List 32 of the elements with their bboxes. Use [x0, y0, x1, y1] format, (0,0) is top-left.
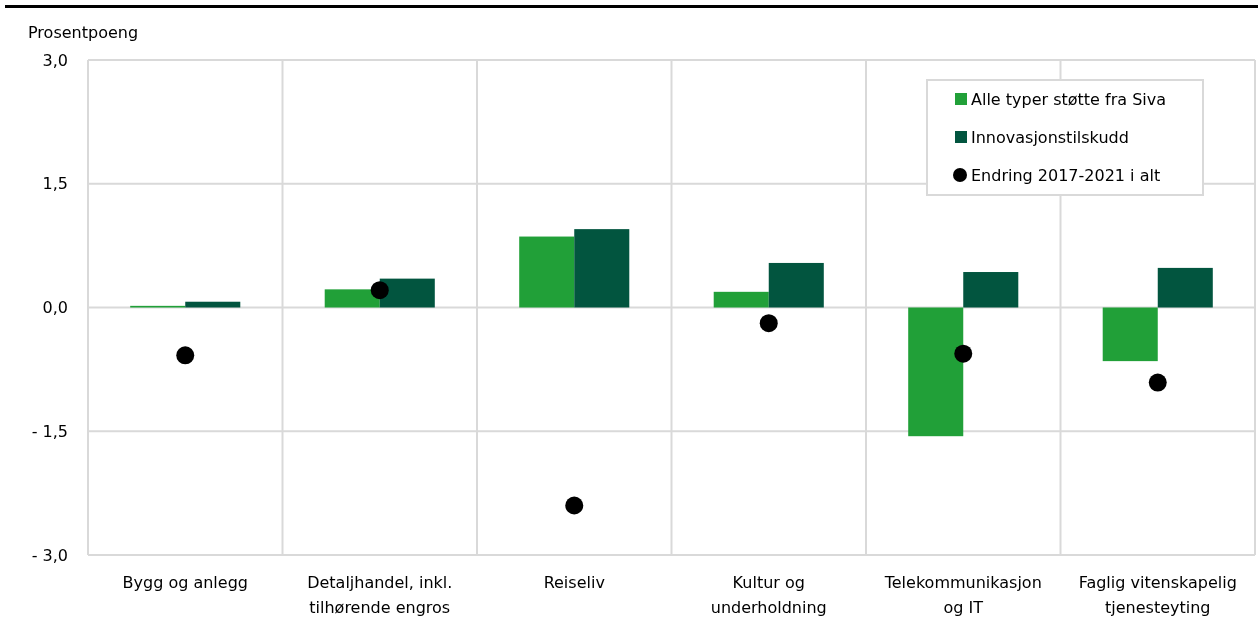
bar — [713, 291, 769, 308]
point — [176, 346, 195, 365]
bar — [1102, 307, 1158, 362]
y-axis-title: Prosentpoeng — [28, 23, 139, 42]
bar — [1157, 267, 1213, 308]
bar — [185, 301, 241, 308]
x-tick-label: Detaljhandel, inkl. tilhørende engros — [307, 573, 453, 617]
point — [370, 281, 389, 300]
bar — [574, 229, 630, 308]
y-tick-label: - 3,0 — [31, 545, 68, 565]
x-tick-label: Faglig vitenskapelig tjenesteyting — [1078, 573, 1237, 617]
bar — [963, 272, 1019, 308]
y-tick-label: - 1,5 — [31, 421, 68, 441]
bar — [908, 307, 964, 437]
bar — [519, 236, 575, 308]
point — [1148, 373, 1167, 392]
bar — [379, 278, 435, 308]
x-tick-label: Bygg og anlegg — [122, 573, 248, 592]
x-tick-label: Reiseliv — [543, 573, 605, 592]
x-tick-label: Kultur og underholdning — [710, 573, 827, 617]
x-tick-label: Telekommunikasjon og IT — [883, 573, 1042, 617]
legend-label: Alle typer støtte fra Siva — [971, 89, 1167, 109]
point — [759, 314, 778, 333]
bar — [324, 289, 380, 308]
y-tick-label: 0,0 — [42, 298, 68, 317]
y-tick-label: 3,0 — [42, 50, 68, 70]
bar — [768, 262, 824, 308]
point — [954, 344, 973, 363]
legend-label: Endring 2017-2021 i alt — [971, 165, 1161, 185]
point — [565, 496, 584, 515]
y-tick-label: 1,5 — [42, 174, 68, 194]
legend-label: Innovasjonstilskudd — [971, 127, 1129, 147]
